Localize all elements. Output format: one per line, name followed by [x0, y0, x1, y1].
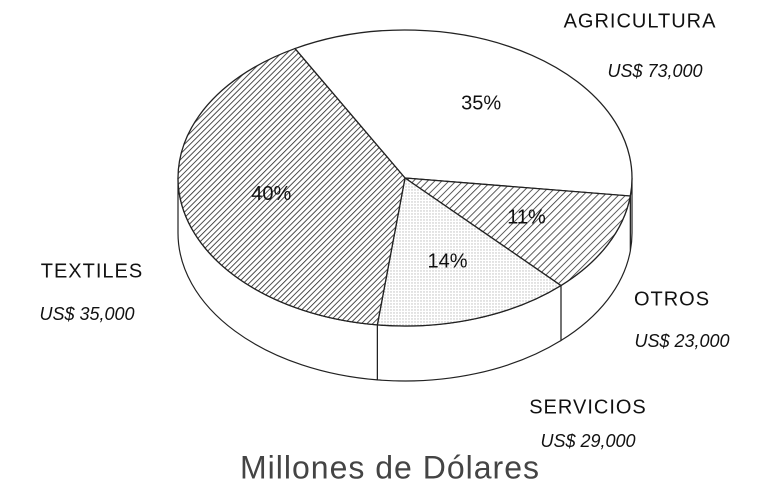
amount-label: US$ 29,000	[540, 431, 635, 451]
category-label: TEXTILES	[41, 260, 143, 282]
category-label: SERVICIOS	[529, 396, 647, 418]
chart-title: Millones de Dólares	[240, 449, 540, 485]
amount-label: US$ 73,000	[607, 61, 702, 81]
amount-label: US$ 23,000	[634, 331, 729, 351]
percent-label: 14%	[428, 251, 468, 273]
pie-slice	[402, 177, 632, 287]
amount-label: US$ 35,000	[39, 304, 134, 324]
pie-slice	[376, 176, 563, 327]
pie-slice	[293, 29, 633, 197]
percent-label: 11%	[507, 206, 546, 228]
percent-label: 40%	[251, 183, 291, 205]
pie-slice	[177, 47, 406, 326]
category-label: AGRICULTURA	[564, 10, 717, 32]
percent-label: 35%	[461, 93, 501, 115]
category-label: OTROS	[634, 288, 710, 310]
